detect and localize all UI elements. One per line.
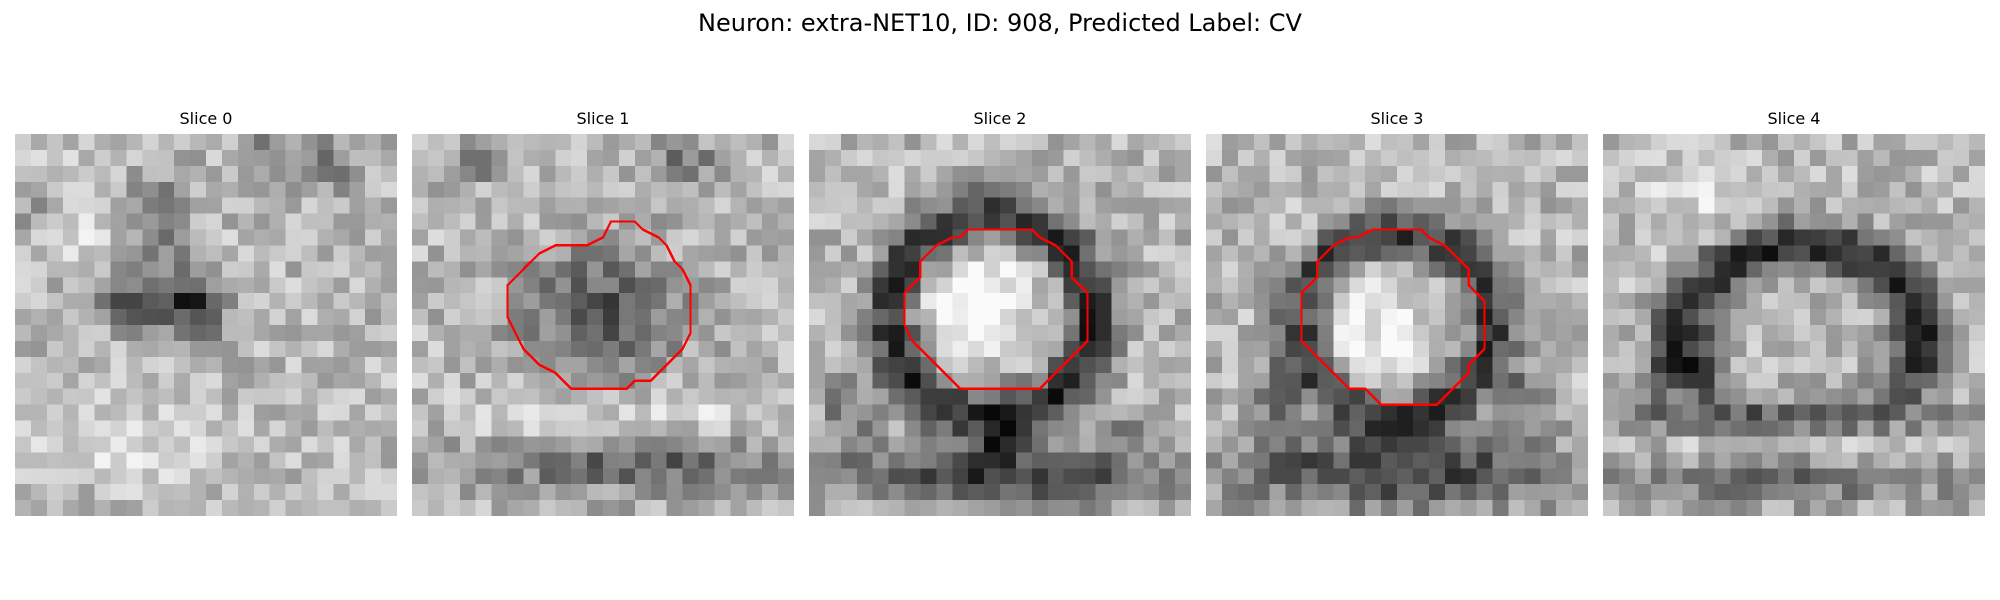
slice-title: Slice 2	[973, 109, 1027, 128]
slice-title: Slice 4	[1767, 109, 1821, 128]
slice-title: Slice 1	[576, 109, 630, 128]
slice-pixels	[412, 134, 794, 516]
slice-panel-2: Slice 2	[809, 108, 1191, 516]
slice-pixels	[1206, 134, 1588, 516]
slice-panel-3: Slice 3	[1206, 108, 1588, 516]
slice-image	[412, 134, 794, 516]
slice-image	[1206, 134, 1588, 516]
slice-panel-4: Slice 4	[1603, 108, 1985, 516]
slice-panel-0: Slice 0	[15, 108, 397, 516]
slice-image	[15, 134, 397, 516]
figure-title: Neuron: extra-NET10, ID: 908, Predicted …	[698, 9, 1302, 37]
slice-title: Slice 0	[179, 109, 233, 128]
roi-contour	[1300, 228, 1486, 406]
roi-contour	[903, 228, 1089, 390]
slice-image	[1603, 134, 1985, 516]
roi-contour	[506, 220, 692, 390]
slice-pixels	[809, 134, 1191, 516]
slice-pixels	[1603, 134, 1985, 516]
slice-panel-1: Slice 1	[412, 108, 794, 516]
slice-title: Slice 3	[1370, 109, 1424, 128]
slice-image	[809, 134, 1191, 516]
slice-pixels	[15, 134, 397, 516]
